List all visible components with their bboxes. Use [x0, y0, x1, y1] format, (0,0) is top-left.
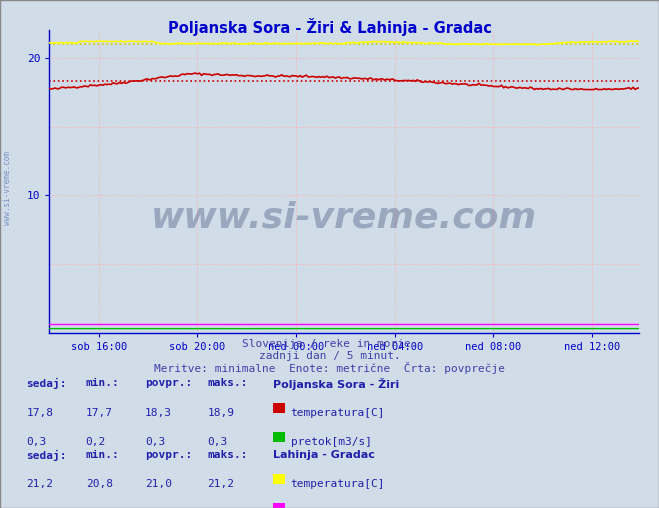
Text: 0,2: 0,2 [86, 437, 106, 448]
Text: sedaj:: sedaj: [26, 378, 67, 390]
Text: min.:: min.: [86, 378, 119, 389]
Text: zadnji dan / 5 minut.: zadnji dan / 5 minut. [258, 351, 401, 361]
Text: www.si-vreme.com: www.si-vreme.com [152, 201, 537, 235]
Text: 20,8: 20,8 [86, 479, 113, 489]
Text: 21,2: 21,2 [208, 479, 235, 489]
Text: 0,3: 0,3 [145, 437, 165, 448]
Text: Poljanska Sora - Žiri: Poljanska Sora - Žiri [273, 378, 400, 391]
Text: maks.:: maks.: [208, 450, 248, 460]
Text: temperatura[C]: temperatura[C] [291, 479, 385, 489]
Text: temperatura[C]: temperatura[C] [291, 408, 385, 418]
Text: 21,0: 21,0 [145, 479, 172, 489]
Text: povpr.:: povpr.: [145, 378, 192, 389]
Text: Meritve: minimalne  Enote: metrične  Črta: povprečje: Meritve: minimalne Enote: metrične Črta:… [154, 362, 505, 374]
Text: Lahinja - Gradac: Lahinja - Gradac [273, 450, 376, 460]
Text: 18,9: 18,9 [208, 408, 235, 418]
Text: sedaj:: sedaj: [26, 450, 67, 461]
Text: maks.:: maks.: [208, 378, 248, 389]
Text: 21,2: 21,2 [26, 479, 53, 489]
Text: 18,3: 18,3 [145, 408, 172, 418]
Text: www.si-vreme.com: www.si-vreme.com [3, 151, 13, 225]
Text: 0,3: 0,3 [26, 437, 47, 448]
Text: pretok[m3/s]: pretok[m3/s] [291, 437, 372, 448]
Text: 0,3: 0,3 [208, 437, 228, 448]
Text: Slovenija / reke in morje.: Slovenija / reke in morje. [242, 339, 417, 350]
Text: Poljanska Sora - Žiri & Lahinja - Gradac: Poljanska Sora - Žiri & Lahinja - Gradac [167, 18, 492, 36]
Text: povpr.:: povpr.: [145, 450, 192, 460]
Text: 17,8: 17,8 [26, 408, 53, 418]
Text: 17,7: 17,7 [86, 408, 113, 418]
Text: min.:: min.: [86, 450, 119, 460]
